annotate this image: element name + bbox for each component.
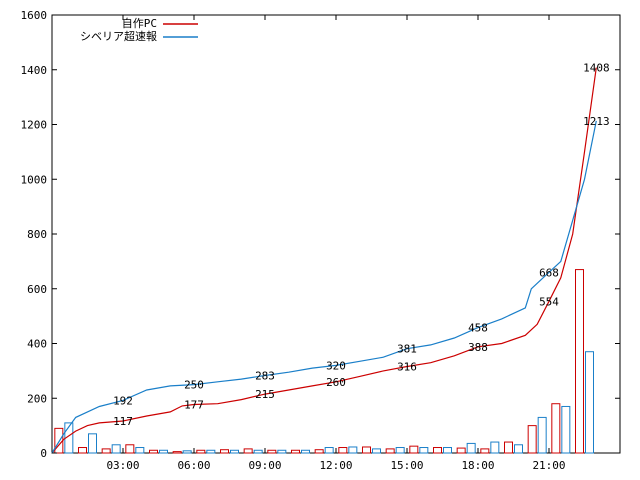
y-tick-label: 1000	[21, 173, 48, 186]
data-label: 1408	[583, 62, 610, 75]
hourly-bar	[253, 449, 263, 454]
y-tick-label: 200	[27, 392, 47, 405]
data-label: 458	[468, 322, 488, 335]
hourly-bar	[243, 448, 253, 454]
hourly-bar	[480, 448, 490, 454]
x-tick-label: 18:00	[461, 459, 494, 472]
hourly-bar	[314, 449, 324, 454]
y-tick-label: 1600	[21, 9, 48, 22]
hourly-bar	[291, 449, 300, 454]
data-labels: 117 177 215 260 316 388 554 1408 192 250 283 320 381…	[113, 62, 610, 428]
hourly-bar	[385, 448, 395, 454]
hourly-bar	[395, 447, 405, 454]
hourly-bar	[551, 403, 561, 454]
x-tick-label: 21:00	[532, 459, 565, 472]
hourly-bar	[88, 433, 97, 454]
hourly-bar	[409, 445, 419, 454]
data-label: 554	[539, 295, 559, 308]
hourly-bar	[348, 446, 358, 454]
data-label: 1213	[583, 115, 610, 128]
series-line	[51, 120, 597, 454]
hourly-bar	[585, 351, 594, 454]
hourly-bar	[220, 449, 229, 454]
data-label: 192	[113, 394, 133, 407]
data-label: 381	[397, 343, 417, 356]
hourly-bar	[149, 449, 158, 454]
data-label: 260	[326, 376, 346, 389]
y-tick-label: 800	[27, 228, 47, 241]
y-axis: 0 200 400 600 800 1000 1200 1400 1600	[21, 9, 620, 460]
legend-label-1: 自作PC	[122, 17, 157, 30]
hourly-bar	[78, 447, 87, 454]
hourly-bar	[514, 444, 523, 454]
x-tick-label: 03:00	[106, 459, 139, 472]
y-tick-label: 1200	[21, 119, 48, 132]
hourly-bar	[362, 446, 371, 454]
legend-label-2: シベリア超速報	[80, 29, 157, 43]
hourly-bar	[111, 444, 121, 454]
hourly-bar	[372, 448, 381, 454]
hourly-bar	[490, 441, 500, 454]
hourly-bar	[159, 449, 168, 454]
hourly-bar	[301, 449, 310, 454]
data-label: 668	[539, 266, 559, 279]
series-lines	[51, 67, 597, 454]
y-tick-label: 1400	[21, 64, 48, 77]
hourly-bar	[135, 447, 145, 454]
hourly-bar	[575, 269, 584, 454]
hourly-bar	[125, 444, 135, 454]
y-tick-label: 600	[27, 283, 47, 296]
hourly-bar	[277, 449, 287, 454]
hourly-bars	[54, 269, 594, 454]
data-label: 320	[326, 359, 346, 372]
hourly-bar	[230, 449, 239, 454]
series-line	[51, 67, 597, 454]
data-label: 388	[468, 341, 488, 354]
x-tick-label: 12:00	[319, 459, 352, 472]
hourly-bar	[504, 441, 513, 454]
data-label: 250	[184, 379, 204, 392]
data-label: 215	[255, 388, 275, 401]
hourly-bar	[561, 405, 571, 454]
data-label: 316	[397, 360, 417, 373]
data-label: 117	[113, 415, 133, 428]
hourly-bar	[443, 447, 452, 454]
hourly-bar	[54, 427, 64, 454]
x-tick-label: 15:00	[390, 459, 423, 472]
x-tick-label: 09:00	[248, 459, 281, 472]
hourly-bar	[324, 447, 334, 454]
hourly-bar	[527, 425, 537, 454]
hourly-bar	[419, 447, 429, 454]
hourly-bar	[101, 448, 111, 454]
y-tick-label: 0	[40, 447, 47, 460]
hourly-bar	[433, 447, 442, 454]
hourly-bar	[267, 449, 277, 454]
hourly-bar	[172, 451, 182, 454]
x-tick-label: 06:00	[177, 459, 210, 472]
data-label: 177	[184, 399, 204, 412]
hourly-bar	[206, 449, 216, 454]
legend: 自作PC シベリア超速報	[80, 17, 198, 43]
hourly-bar	[338, 447, 348, 454]
data-label: 283	[255, 370, 275, 383]
hourly-bar	[182, 450, 192, 454]
y-tick-label: 400	[27, 338, 47, 351]
hourly-bar	[466, 442, 476, 454]
hourly-bar	[537, 416, 547, 454]
hourly-bar	[456, 447, 466, 454]
x-axis: 03:00 06:00 09:00 12:00 15:00 18:00 21:00	[106, 15, 566, 472]
hourly-bar	[196, 449, 206, 454]
